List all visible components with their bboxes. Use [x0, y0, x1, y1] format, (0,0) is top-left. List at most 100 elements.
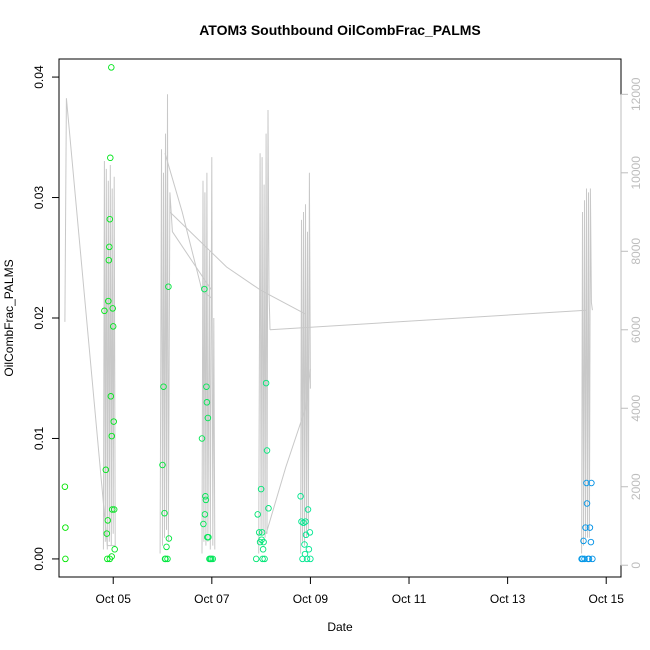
data-point [109, 305, 116, 312]
data-point [209, 555, 217, 563]
y-tick-label: 0.04 [32, 65, 46, 89]
x-axis-label: Date [327, 620, 353, 634]
data-point [588, 479, 595, 487]
data-point [108, 64, 115, 71]
x-tick-label: Oct 11 [392, 592, 427, 606]
data-point [202, 496, 210, 504]
y2-tick-label: 0 [629, 562, 643, 569]
data-point [106, 243, 113, 251]
data-point [107, 393, 115, 400]
data-point [164, 555, 171, 563]
x-tick-label: Oct 13 [490, 592, 526, 606]
data-point [110, 506, 118, 513]
data-point [586, 524, 594, 531]
data-point [203, 399, 211, 406]
data-point [305, 546, 313, 553]
x-tick-label: Oct 05 [96, 592, 132, 606]
line-segment [169, 211, 306, 315]
data-point [583, 500, 591, 507]
data-point [108, 432, 115, 440]
data-point [585, 555, 593, 563]
y-axis-left: 0.00 0.01 0.02 0.03 0.04 [32, 65, 60, 571]
data-point [105, 256, 113, 264]
data-point [111, 546, 118, 553]
data-point [108, 506, 116, 513]
chart-title: ATOM3 Southbound OilCombFrac_PALMS [199, 22, 481, 38]
data-point [260, 538, 267, 546]
line-segment [269, 309, 587, 331]
data-point [263, 447, 271, 454]
line-segment [258, 109, 271, 554]
data-point [109, 323, 117, 330]
data-point [162, 555, 169, 563]
y-tick-label: 0.00 [32, 547, 46, 571]
data-point [200, 520, 207, 528]
data-point [105, 297, 112, 305]
data-point [581, 555, 588, 563]
data-point [259, 555, 266, 563]
data-point [101, 307, 108, 315]
y-tick-label: 0.02 [32, 306, 46, 330]
data-point [583, 479, 590, 487]
data-point [159, 461, 166, 469]
y2-tick-label: 2000 [629, 473, 643, 500]
data-point [110, 418, 117, 425]
data-point [201, 511, 209, 518]
data-point [205, 533, 212, 541]
data-point [161, 509, 168, 517]
data-point [62, 555, 69, 563]
data-point [107, 154, 114, 162]
y-tick-label: 0.01 [32, 426, 46, 450]
data-point [106, 215, 114, 223]
data-point [202, 493, 209, 500]
data-point [203, 383, 210, 390]
x-tick-label: Oct 07 [194, 592, 230, 606]
scatter-series [61, 64, 596, 563]
y2-tick-label: 12000 [629, 77, 643, 111]
right-axis-line-series [64, 94, 593, 554]
data-point [297, 493, 304, 500]
x-axis: Oct 05 Oct 07 Oct 09 Oct 11 Oct 13 Oct 15 [96, 576, 625, 606]
data-point [204, 414, 212, 422]
data-point [198, 435, 206, 442]
y2-tick-label: 6000 [629, 316, 643, 343]
line-segment [201, 157, 216, 554]
y-axis-label: OilCombFrac_PALMS [2, 259, 16, 376]
data-point [306, 529, 314, 536]
data-point [307, 555, 314, 563]
x-tick-label: Oct 15 [589, 592, 625, 606]
data-point [301, 541, 308, 548]
x-tick-label: Oct 09 [293, 592, 329, 606]
line-segment [265, 368, 311, 534]
data-point [262, 379, 270, 387]
y2-tick-label: 4000 [629, 395, 643, 422]
data-point [257, 485, 265, 493]
line-segment [300, 172, 311, 554]
data-point [165, 535, 173, 542]
data-point [62, 524, 69, 531]
data-point [587, 538, 595, 546]
data-point [104, 517, 112, 524]
data-point [261, 555, 268, 563]
data-point [582, 524, 589, 531]
data-point [258, 529, 266, 536]
data-point [259, 546, 267, 553]
data-point [304, 506, 312, 513]
data-point [265, 505, 272, 512]
data-point [303, 555, 311, 563]
data-point [589, 555, 596, 563]
data-point [108, 553, 115, 560]
y-tick-label: 0.03 [32, 186, 46, 210]
data-point [160, 383, 167, 390]
line-segment [581, 188, 593, 554]
data-point [252, 555, 260, 563]
y-axis-right: 0 2000 4000 6000 8000 10000 12000 [620, 77, 643, 569]
data-point [255, 529, 263, 536]
data-point [163, 543, 170, 551]
data-point [102, 466, 110, 474]
line-segment [159, 94, 213, 554]
data-point [61, 483, 69, 490]
data-point [580, 537, 587, 545]
